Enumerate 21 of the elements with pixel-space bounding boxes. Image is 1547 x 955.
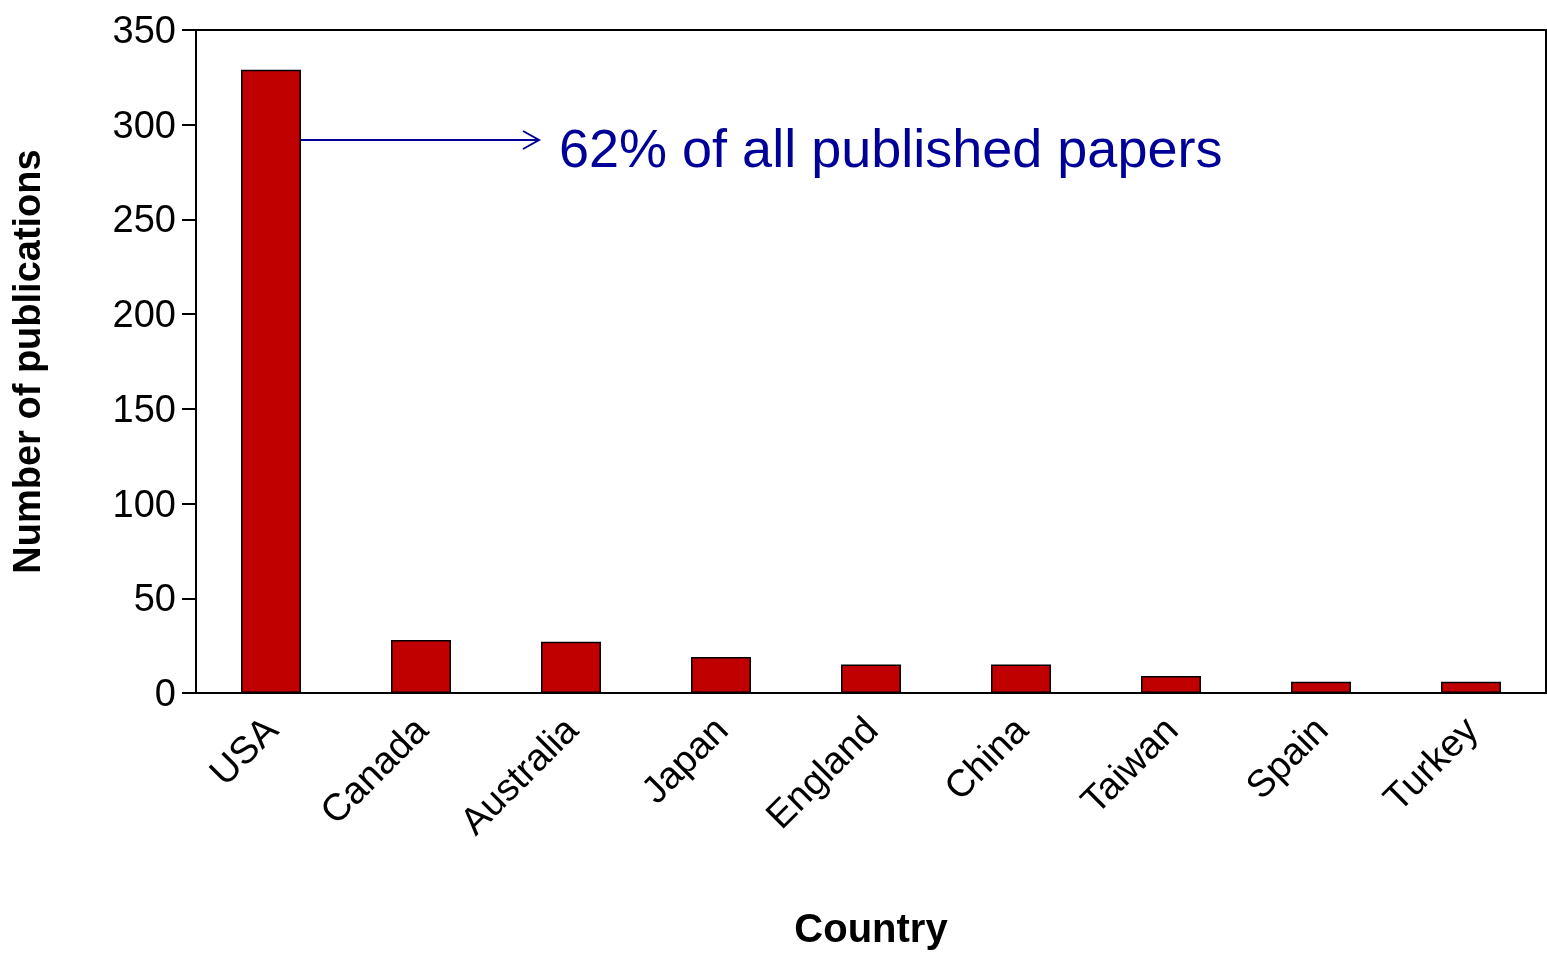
bar bbox=[241, 69, 301, 693]
x-axis-title: Country bbox=[794, 906, 949, 950]
bar bbox=[841, 664, 901, 693]
bar bbox=[1141, 675, 1201, 693]
annotation: 62% of all published papers bbox=[559, 118, 1223, 178]
y-tick-label: 0 bbox=[154, 672, 176, 714]
bar bbox=[991, 664, 1051, 693]
y-tick-label: 50 bbox=[133, 577, 176, 620]
y-tick-label: 150 bbox=[112, 387, 176, 430]
y-tick-label: 350 bbox=[112, 9, 176, 51]
bar bbox=[691, 657, 751, 693]
x-tick-label: USA bbox=[200, 707, 287, 794]
bar bbox=[391, 639, 451, 693]
y-tick-label: 200 bbox=[112, 293, 176, 336]
y-tick-label: 100 bbox=[112, 482, 176, 525]
bar bbox=[1291, 681, 1351, 693]
y-axis-title: Number of publications bbox=[6, 149, 48, 574]
bar bbox=[541, 641, 601, 693]
bar bbox=[1441, 681, 1501, 693]
y-tick-label: 250 bbox=[112, 198, 176, 241]
y-tick-label: 300 bbox=[112, 103, 176, 146]
